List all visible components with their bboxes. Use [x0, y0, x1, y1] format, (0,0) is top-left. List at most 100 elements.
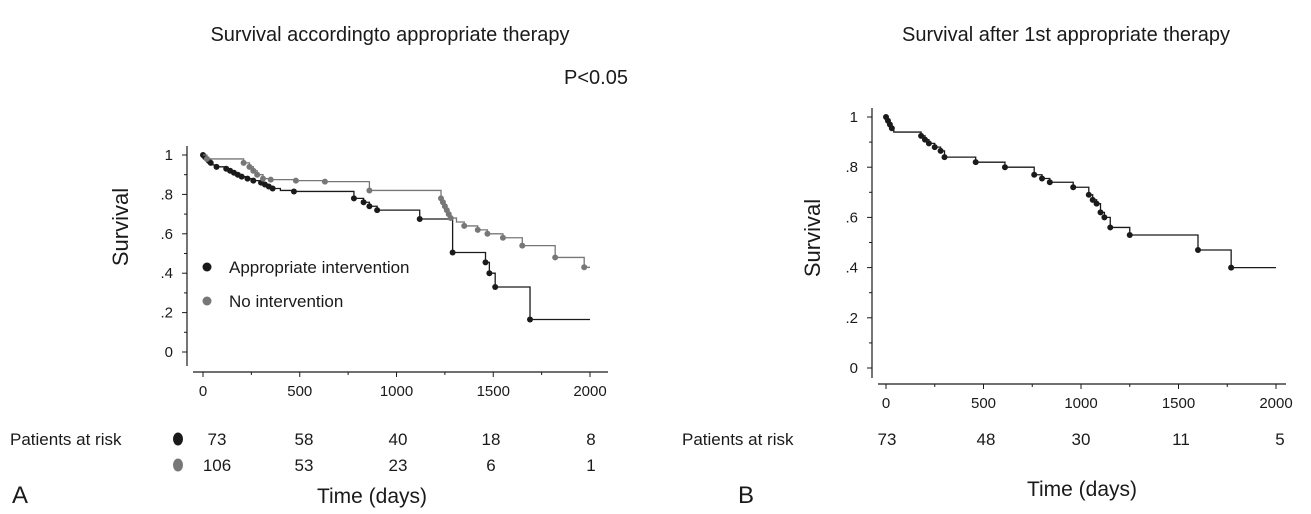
chart-b-series-0-marker [931, 144, 938, 151]
chart-b-series-0-marker [1046, 179, 1053, 186]
chart-a-series-0-marker [250, 177, 257, 184]
chart-a-x-tick-label: 1000 [380, 383, 413, 400]
chart-a-series-1-marker [461, 222, 468, 229]
chart-a-legend-marker [202, 296, 212, 306]
chart-a-series-0-marker [527, 316, 534, 323]
chart-b-series-0-marker [1097, 209, 1104, 216]
chart-b-series-0-marker [918, 132, 925, 139]
chart-b-series-0-marker [1228, 264, 1235, 271]
chart-a-series-1-line [203, 154, 590, 268]
chart-a-series-1-marker [474, 226, 481, 233]
chart-b-series-0-marker [888, 125, 895, 132]
chart-a-series-0-marker [207, 159, 214, 166]
chart-a-series-1-marker [259, 175, 266, 182]
chart-a-risk-value: 53 [295, 456, 314, 475]
chart-b-x-axis-label: Time (days) [1027, 478, 1137, 501]
chart-a-y-axis-label: Survival [108, 188, 133, 266]
chart-a-series-1-marker [484, 230, 491, 237]
chart-a-series-1-marker [246, 163, 253, 170]
chart-a-x-tick-label: 0 [199, 383, 207, 400]
chart-b-y-tick-label: .8 [845, 159, 858, 176]
chart-a-x-tick-label: 2000 [573, 383, 606, 400]
chart-b-series-0-line [886, 116, 1276, 269]
chart-a-risk-value: 23 [389, 456, 408, 475]
chart-a-series-1-marker [240, 159, 247, 166]
chart-a-p-value: P<0.05 [564, 67, 628, 89]
chart-b-risk-value: 5 [1275, 430, 1284, 449]
chart-a-series-0-marker [492, 283, 499, 290]
chart-a-y-tick-label: .2 [160, 305, 173, 322]
chart-a-risk-value: 18 [482, 430, 501, 449]
chart-b-y-tick-label: .2 [845, 310, 858, 327]
chart-a-y-tick-label: 0 [165, 344, 173, 361]
chart-b-x-tick-label: 500 [971, 395, 996, 412]
chart-a-y-tick-label: .4 [160, 265, 173, 282]
chart-a-risk-value: 6 [486, 456, 495, 475]
chart-a-series-1-marker [447, 215, 454, 222]
chart-a-series-0-marker [290, 188, 297, 195]
chart-a-series-1-marker [203, 155, 210, 162]
chart-b-risk-value: 30 [1072, 430, 1091, 449]
chart-b-y-tick-label: 1 [850, 109, 858, 126]
chart-a-series-1-marker [519, 242, 526, 249]
chart-a-series-1-marker [499, 234, 506, 241]
chart-a-series-0-marker [374, 207, 381, 214]
chart-a-x-tick-label: 500 [287, 383, 312, 400]
chart-a-series-0-marker [416, 216, 423, 223]
chart-a-risk-value: 106 [203, 456, 231, 475]
chart-a-plot-area: 0 .2 .4 .6 .8 1 0 500 1000 1500 2000 Appropriate in… [160, 146, 608, 475]
chart-b-series-0-marker [937, 147, 944, 154]
chart-b-series-0-marker [1070, 184, 1077, 191]
chart-a-series-1-marker [552, 254, 559, 261]
chart-b-x-tick-label: 2000 [1259, 395, 1292, 412]
chart-b-x-tick-label: 1500 [1162, 395, 1195, 412]
chart-b-series-0-marker [922, 136, 928, 143]
chart-b-y-tick-label: 0 [850, 360, 858, 377]
chart-b-plot-area: 0 .2 .4 .6 .8 1 0 500 1000 1500 2000 73 48 30 11 5 [845, 108, 1293, 449]
chart-a-series-0-marker [244, 175, 251, 182]
chart-b-series-0-marker [1126, 231, 1133, 238]
chart-a-series-1-marker [250, 167, 257, 174]
chart-a-series-0-marker [482, 259, 489, 266]
chart-b-series-0-marker [1195, 247, 1201, 254]
chart-a-series-0-marker [449, 249, 456, 256]
chart-a-risk-value: 73 [208, 430, 227, 449]
chart-a-series-0-marker [238, 173, 245, 180]
chart-a-series-0-marker [269, 185, 276, 192]
chart-a-risk-label: Patients at risk [10, 430, 122, 449]
chart-b-series-0-marker [925, 140, 932, 147]
chart-b-x-tick-label: 1000 [1064, 395, 1097, 412]
chart-b-series-0-marker [1001, 164, 1008, 171]
chart-b-risk-label: Patients at risk [682, 430, 794, 449]
chart-b-series-0-marker [1101, 214, 1108, 221]
chart-b-series-0-marker [1039, 175, 1045, 182]
panel-label-a: A [12, 482, 28, 509]
chart-a-series-0-marker [360, 199, 367, 206]
chart-b-y-axis-label: Survival [800, 199, 825, 277]
chart-b-series-0-marker [941, 154, 948, 161]
chart-a-risk-value: 40 [389, 430, 408, 449]
chart-b-y-tick-label: .4 [845, 260, 858, 277]
chart-b-series-0-marker [972, 159, 979, 166]
chart-a-series-1-marker [321, 178, 328, 185]
chart-b-series-0-marker [1107, 224, 1114, 231]
chart-a-risk-value: 58 [295, 430, 314, 449]
chart-a-y-tick-label: 1 [165, 147, 173, 164]
chart-a-series-1-marker [581, 264, 588, 271]
chart-a-legend-marker [202, 262, 212, 272]
chart-b-series-0-marker [1031, 171, 1038, 178]
chart-a-y-tick-label: .6 [160, 226, 173, 243]
chart-a-title: Survival accordingto appropriate therapy [210, 24, 569, 46]
chart-a-series-0-marker [350, 195, 357, 202]
chart-b-y-tick-label: .6 [845, 209, 858, 226]
chart-a-x-axis-label: Time (days) [317, 485, 427, 508]
chart-a-risk-row-marker [173, 432, 183, 446]
chart-a-series-1-marker [366, 187, 373, 194]
chart-b-title: Survival after 1st appropriate therapy [902, 24, 1230, 46]
chart-b-risk-value: 73 [878, 430, 897, 449]
panel-label-b: B [738, 482, 754, 509]
chart-a-risk-value: 8 [586, 430, 595, 449]
chart-a-series-0-marker [213, 163, 220, 170]
chart-b-series-0-marker [1089, 196, 1096, 203]
